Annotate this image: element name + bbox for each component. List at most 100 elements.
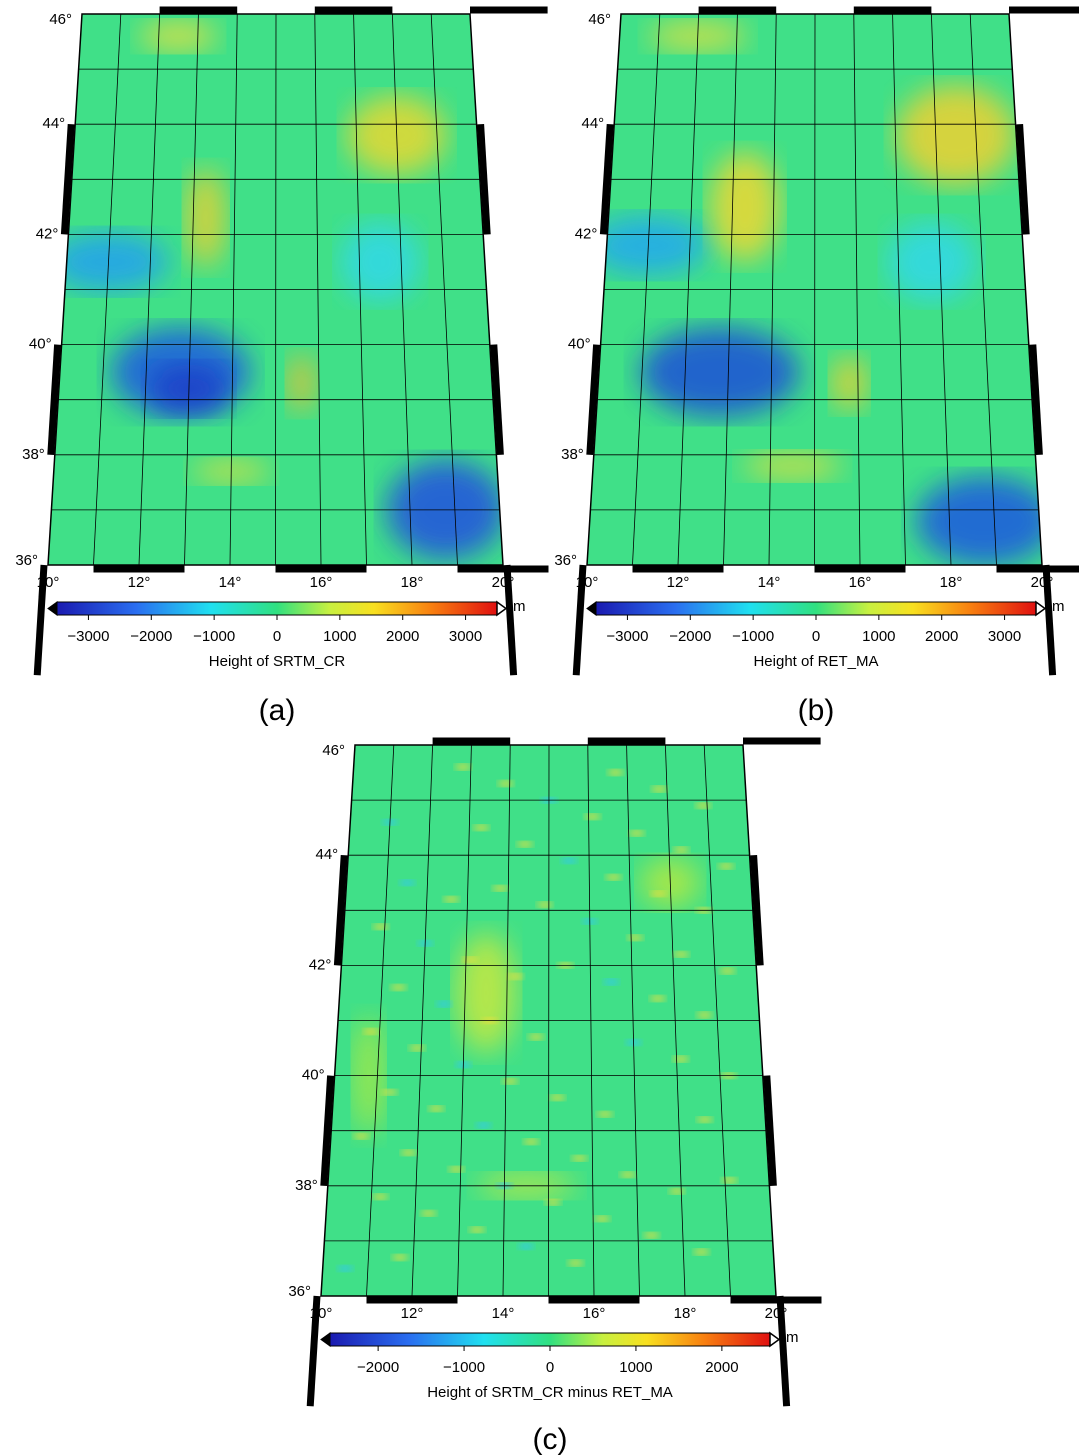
lon-label: 18° (401, 574, 424, 591)
colorbar-low-end (47, 601, 58, 616)
colorbar-unit: m (1052, 598, 1065, 615)
terrain-speck (693, 1248, 710, 1255)
colorbar-tick-label: −3000 (67, 628, 109, 645)
terrain-speck (545, 1199, 562, 1206)
terrain-speck (721, 1177, 738, 1184)
terrain-speck (435, 1000, 452, 1007)
terrain-speck (627, 934, 644, 941)
terrain-region (340, 221, 421, 302)
lat-label: 36° (554, 552, 577, 569)
terrain-speck (502, 1078, 519, 1085)
colorbar-tick-label: 2000 (386, 628, 419, 645)
terrain-speck (549, 1094, 566, 1101)
colorbar-tick-label: 1000 (619, 1359, 652, 1376)
panel-caption: (c) (533, 1423, 568, 1456)
lat-label: 46° (49, 11, 72, 28)
frame-segment (503, 564, 518, 676)
terrain-speck (473, 824, 490, 831)
colorbar-label: Height of RET_MA (753, 653, 878, 670)
lat-label: 42° (36, 225, 59, 242)
colorbar-tick-label: 1000 (323, 628, 356, 645)
terrain-speck (594, 1215, 611, 1222)
colorbar-tick-label: 3000 (988, 628, 1021, 645)
terrain-speck (409, 1045, 426, 1052)
map-panel: 46° 44° 42° 40° 38° 36° 10° 12° 14° 16° 18° 20° m −30… (15, 6, 549, 727)
terrain-speck (650, 890, 667, 897)
lat-label: 46° (322, 742, 345, 759)
lon-label: 18° (940, 574, 963, 591)
frame-segment (47, 344, 62, 456)
terrain-region (886, 221, 977, 302)
lon-label: 20° (765, 1305, 788, 1322)
colorbar-tick-label: −2000 (669, 628, 711, 645)
colorbar-unit: m (513, 598, 526, 615)
lat-label: 40° (302, 1067, 325, 1084)
colorbar (595, 601, 1037, 616)
lon-label: 16° (310, 574, 333, 591)
frame-segment (490, 344, 504, 456)
frame-segment (60, 123, 75, 235)
colorbar-low-end (320, 1332, 331, 1347)
lat-label: 44° (582, 115, 605, 132)
map-frame (586, 13, 1043, 566)
colorbar-tick-label: −2000 (357, 1359, 399, 1376)
lat-label: 44° (316, 846, 339, 863)
lon-label: 10° (37, 574, 60, 591)
terrain-speck (455, 764, 472, 771)
terrain-speck (605, 874, 622, 881)
terrain-speck (492, 885, 509, 892)
frame-segment (750, 854, 764, 966)
terrain-region (185, 167, 226, 268)
lon-label: 14° (758, 574, 781, 591)
terrain-speck (400, 1149, 417, 1156)
terrain-region (456, 932, 517, 1053)
terrain-speck (475, 1122, 492, 1129)
map-area (48, 14, 503, 565)
colorbar-tick-label: 2000 (925, 628, 958, 645)
lat-label: 36° (288, 1283, 311, 1300)
terrain-speck (718, 863, 735, 870)
terrain-speck (507, 973, 524, 980)
terrain-speck (560, 857, 577, 864)
terrain-speck (448, 1166, 465, 1173)
terrain-region (138, 21, 219, 52)
terrain-region (742, 451, 843, 480)
terrain-region (709, 151, 780, 262)
terrain-speck (462, 956, 479, 963)
terrain-speck (497, 780, 514, 787)
terrain-speck (668, 1188, 685, 1195)
frame-segment (306, 1295, 321, 1407)
terrain-speck (337, 1265, 354, 1272)
panel-caption: (b) (798, 694, 835, 727)
lon-label: 10° (310, 1305, 333, 1322)
lon-label: 12° (667, 574, 690, 591)
lat-label: 38° (561, 446, 584, 463)
colorbar (329, 1332, 771, 1347)
terrain-speck (619, 1171, 636, 1178)
lon-label: 20° (492, 574, 515, 591)
frame-segment (333, 854, 348, 966)
terrain-speck (443, 896, 460, 903)
terrain-speck (353, 1133, 370, 1140)
colorbar-high-end (496, 600, 508, 617)
terrain-speck (696, 1011, 713, 1018)
colorbar-tick-label: 0 (273, 628, 281, 645)
lon-label: 14° (219, 574, 242, 591)
lon-label: 10° (576, 574, 599, 591)
colorbar-unit: m (786, 1329, 799, 1346)
terrain-speck (363, 1028, 380, 1035)
map-area (321, 745, 776, 1296)
colorbar-tick-label: −1000 (732, 628, 774, 645)
colorbar-tick-label: −3000 (606, 628, 648, 645)
terrain-speck (420, 1210, 437, 1217)
colorbar (56, 601, 498, 616)
colorbar-tick-label: 1000 (862, 628, 895, 645)
colorbar-tick-label: −1000 (193, 628, 235, 645)
lon-label: 16° (583, 1305, 606, 1322)
terrain-speck (469, 1226, 486, 1233)
colorbar-high-end (1035, 600, 1047, 617)
terrain-speck (391, 1254, 408, 1261)
frame-segment (599, 123, 614, 235)
frame-segment (586, 344, 601, 456)
frame-segment (572, 564, 587, 676)
